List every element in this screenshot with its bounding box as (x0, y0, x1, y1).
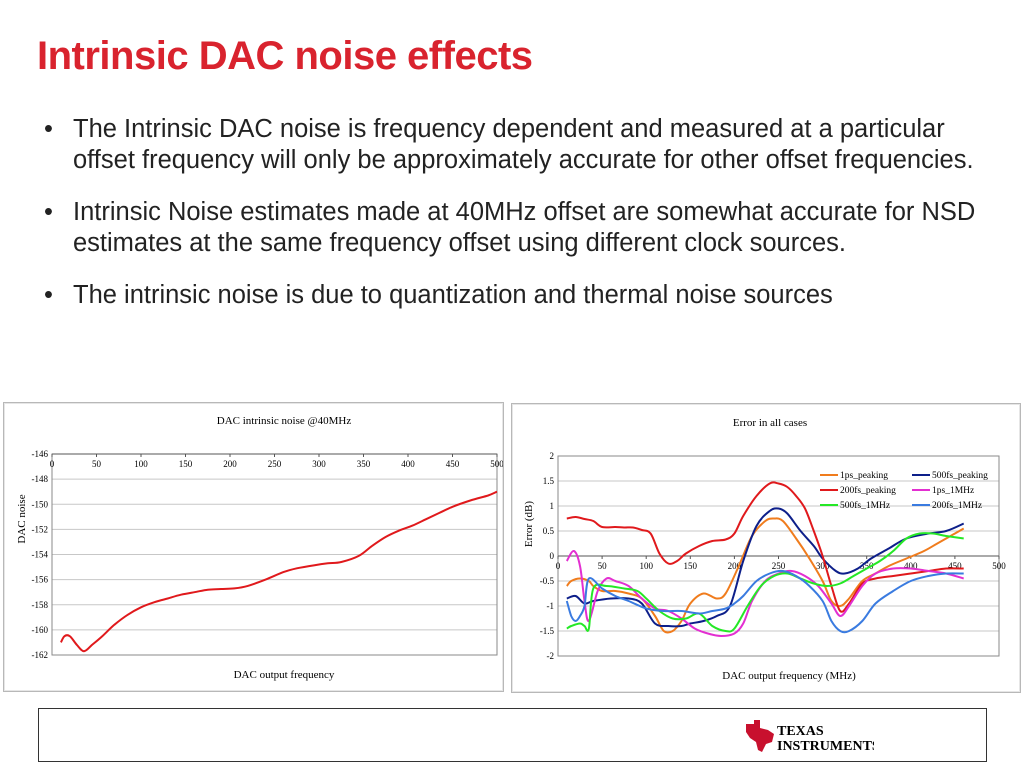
x-axis-label: DAC output frequency (MHz) (722, 670, 856, 682)
y-axis-label: Error (dB) (523, 501, 535, 547)
y-tick-label: -1.5 (540, 626, 555, 636)
y-tick-label: -154 (32, 550, 49, 560)
bullet-dot: • (44, 281, 53, 309)
x-tick-label: 300 (816, 561, 830, 571)
y-tick-label: -2 (547, 651, 555, 661)
series-line-200fs_1MHz (565, 569, 964, 634)
y-tick-label: -0.5 (540, 576, 555, 586)
x-tick-label: 500 (490, 459, 503, 469)
logo-line1: TEXAS (777, 724, 824, 739)
x-tick-label: 400 (904, 561, 918, 571)
x-tick-label: 450 (948, 561, 962, 571)
error-chart-panel: Error in all cases 2 1.5 1 0.5 0 -0.5 -1 -1.5 -2 0… (511, 403, 1021, 693)
y-tick-label: -158 (32, 600, 49, 610)
chart-title: DAC intrinsic noise @40MHz (217, 415, 352, 427)
logo-line2: INSTRUMENTS (777, 739, 874, 754)
x-tick-label: 400 (401, 459, 415, 469)
texas-instruments-logo: TEXAS INSTRUMENTS (746, 720, 874, 754)
x-tick-label: 250 (268, 459, 282, 469)
y-tick-label: 2 (550, 451, 555, 461)
y-tick-label: -152 (32, 524, 49, 534)
y-tick-label: -148 (32, 474, 49, 484)
x-tick-label: 100 (639, 561, 653, 571)
x-tick-label: 250 (772, 561, 786, 571)
y-tick-label: -150 (32, 499, 49, 509)
legend-label: 500fs_peaking (932, 470, 988, 481)
noise-chart: DAC intrinsic noise @40MHz -146 -148 -150 -1… (16, 415, 503, 681)
x-tick-label: 0 (50, 459, 55, 469)
bullet-item: • The intrinsic noise is due to quantizat… (40, 280, 1000, 311)
legend-label: 500fs_1MHz (840, 500, 890, 511)
chart-title: Error in all cases (733, 417, 807, 429)
y-tick-label: -156 (32, 575, 49, 585)
y-tick-label: -146 (32, 449, 49, 459)
x-tick-label: 50 (598, 561, 608, 571)
bullet-dot: • (44, 198, 53, 226)
bullet-list: • The Intrinsic DAC noise is frequency de… (40, 114, 1000, 332)
x-tick-label: 350 (357, 459, 371, 469)
bullet-text: The Intrinsic DAC noise is frequency dep… (73, 115, 974, 174)
x-tick-label: 350 (860, 561, 874, 571)
x-axis-label: DAC output frequency (234, 669, 335, 681)
x-tick-label: 100 (134, 459, 148, 469)
x-tick-label: 200 (223, 459, 237, 469)
x-tick-label: 150 (179, 459, 193, 469)
y-axis-label: DAC noise (16, 494, 28, 543)
legend-label: 200fs_peaking (840, 485, 896, 496)
bullet-item: • Intrinsic Noise estimates made at 40MHz… (40, 197, 1000, 259)
y-tick-label: 0.5 (543, 526, 555, 536)
legend-label: 1ps_peaking (840, 471, 888, 481)
x-tick-label: 450 (446, 459, 460, 469)
bullet-item: • The Intrinsic DAC noise is frequency de… (40, 114, 1000, 176)
bullet-text: The intrinsic noise is due to quantizati… (73, 281, 833, 309)
y-tick-label: 1.5 (543, 476, 555, 486)
bullet-text: Intrinsic Noise estimates made at 40MHz … (73, 198, 976, 257)
y-tick-label: -162 (32, 650, 49, 660)
series-line-500fs_peaking (566, 507, 965, 628)
y-tick-label: -1 (547, 601, 555, 611)
y-tick-label: 0 (550, 551, 555, 561)
x-tick-label: 150 (684, 561, 698, 571)
texas-state-icon (746, 720, 774, 752)
footer-box (38, 708, 987, 762)
series-line-500fs_1MHz (566, 532, 964, 633)
x-tick-label: 50 (92, 459, 102, 469)
x-tick-label: 300 (312, 459, 326, 469)
x-tick-label: 200 (728, 561, 742, 571)
y-tick-label: -160 (32, 625, 49, 635)
series-line-1ps_1MHz (565, 550, 964, 638)
slide-title: Intrinsic DAC noise effects (37, 34, 533, 78)
error-chart: Error in all cases21.510.50-0.5-1-1.5-20… (523, 417, 1006, 682)
legend-label: 200fs_1MHz (932, 500, 982, 511)
series-line (60, 490, 498, 653)
legend-label: 1ps_1MHz (932, 486, 974, 496)
series-line-200fs_peaking (566, 481, 964, 613)
noise-chart-panel: DAC intrinsic noise @40MHz -146 -148 -150 -1… (3, 402, 504, 692)
bullet-dot: • (44, 115, 53, 143)
x-tick-label: 0 (556, 561, 561, 571)
y-tick-label: 1 (550, 501, 555, 511)
x-tick-label: 500 (992, 561, 1006, 571)
